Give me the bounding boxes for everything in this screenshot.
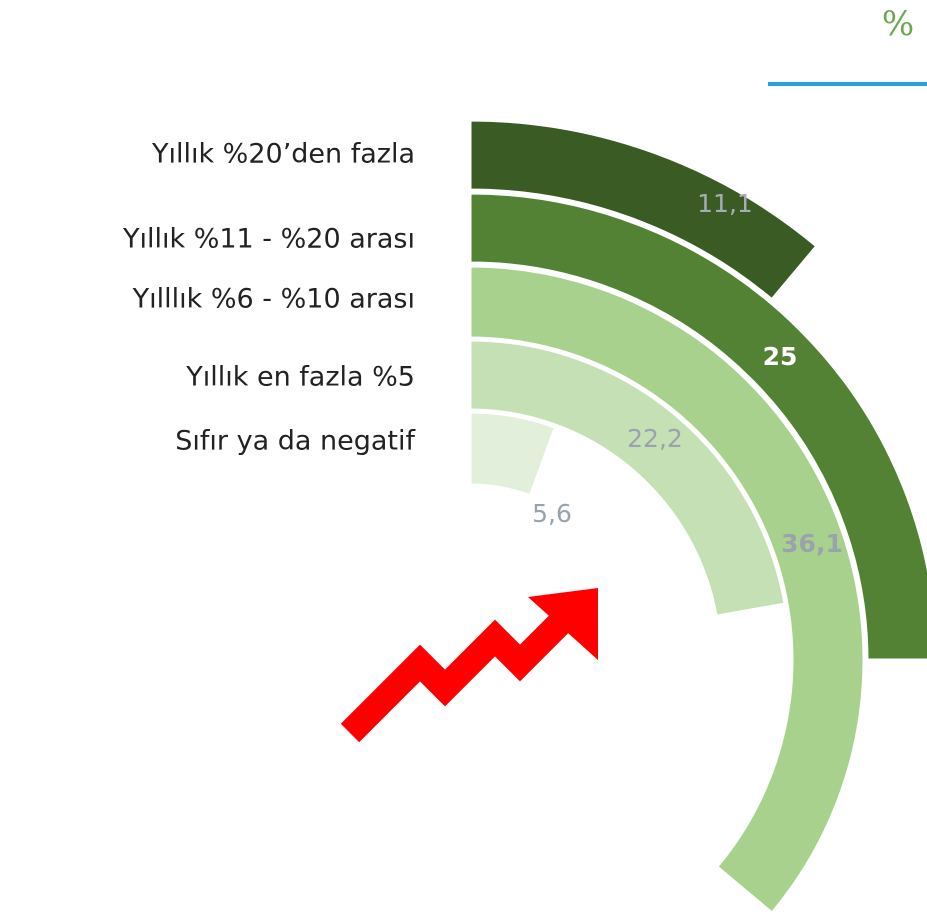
- arrow-icon: [340, 588, 598, 743]
- value-label: 22,2: [627, 424, 683, 453]
- ring-bar: [468, 191, 927, 662]
- category-label: Yıllık en fazla %5: [185, 362, 415, 393]
- value-label: 5,6: [532, 499, 572, 528]
- ring-bar: [468, 410, 558, 498]
- category-label: Sıfır ya da negatif: [175, 426, 416, 457]
- category-label: Yıllık %11 - %20 arası: [122, 224, 415, 255]
- value-label: 25: [763, 342, 798, 371]
- unit-label: %: [882, 4, 914, 44]
- category-label: Yılllık %6 - %10 arası: [132, 284, 415, 315]
- value-label: 36,1: [781, 529, 843, 558]
- arrow-head: [528, 588, 598, 660]
- rings: [468, 118, 927, 916]
- ring-bar: [468, 338, 787, 618]
- value-label: 11,1: [697, 189, 753, 218]
- ring-bar: [468, 264, 866, 916]
- ring-bar: [468, 118, 819, 302]
- category-label: Yıllık %20’den fazla: [151, 139, 415, 170]
- arrow-body: [340, 601, 582, 743]
